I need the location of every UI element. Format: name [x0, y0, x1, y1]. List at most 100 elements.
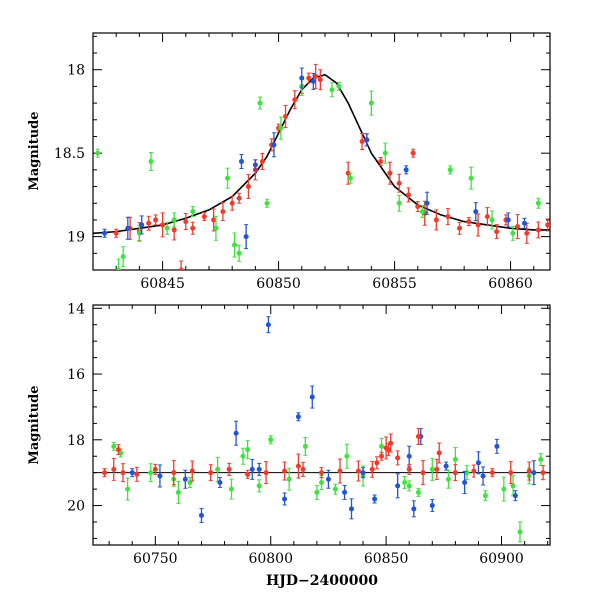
y-tick-label: 19 [67, 230, 85, 246]
model-curve-line [92, 73, 550, 235]
data-point [505, 217, 511, 223]
data-point [283, 113, 289, 119]
bottom-data-points [102, 316, 546, 543]
data-point [125, 486, 131, 492]
data-point [420, 470, 426, 476]
data-point [415, 204, 421, 210]
data-point [148, 159, 154, 165]
data-point [317, 77, 323, 83]
data-point [382, 150, 388, 156]
data-point [300, 466, 306, 472]
data-point [136, 230, 142, 236]
data-point [217, 480, 223, 486]
data-point [189, 468, 195, 474]
data-point [445, 214, 451, 220]
data-point [211, 217, 217, 223]
data-point [238, 159, 244, 165]
data-point [475, 460, 481, 466]
data-point [310, 78, 316, 84]
data-point [494, 229, 500, 235]
data-point [359, 138, 365, 144]
y-tick-label: 16 [67, 367, 85, 383]
data-point [208, 470, 214, 476]
data-point [213, 225, 219, 231]
data-point [329, 87, 335, 93]
data-point [535, 200, 541, 206]
data-point [489, 470, 495, 476]
data-point [406, 466, 412, 472]
data-point [226, 466, 232, 472]
data-point [232, 242, 238, 248]
data-point [368, 100, 374, 106]
x-tick-label: 60900 [479, 551, 524, 567]
data-point [264, 200, 270, 206]
data-point [278, 125, 284, 131]
data-point [299, 75, 305, 81]
data-point [139, 222, 145, 228]
data-point [406, 483, 412, 489]
data-point [379, 453, 385, 459]
data-point [245, 447, 251, 453]
data-point [512, 493, 518, 499]
data-point [411, 506, 417, 512]
data-point [510, 483, 516, 489]
data-point [538, 457, 544, 463]
data-point [480, 473, 486, 479]
data-point [403, 167, 409, 173]
data-point [462, 480, 468, 486]
data-point [405, 192, 411, 198]
data-point [369, 466, 375, 472]
data-point [113, 230, 119, 236]
data-point [111, 443, 117, 449]
data-point [325, 476, 331, 482]
data-point [271, 142, 277, 148]
data-point [336, 83, 342, 89]
data-point [120, 470, 126, 476]
data-point [360, 470, 366, 476]
data-point [134, 471, 140, 477]
data-point [385, 447, 391, 453]
bottom-panel: 60750 60800 60850 60900 14 16 18 20 Magnitude [27, 301, 551, 567]
data-point [306, 75, 312, 81]
data-point [268, 437, 274, 443]
data-point [183, 219, 189, 225]
data-point [175, 489, 181, 495]
data-point [489, 217, 495, 223]
data-point [424, 200, 430, 206]
data-point [95, 150, 101, 156]
data-point [535, 227, 541, 233]
data-point [466, 219, 472, 225]
data-point [521, 220, 527, 226]
data-point [146, 220, 152, 226]
data-point [120, 254, 126, 260]
data-point [125, 225, 131, 231]
data-point [286, 476, 292, 482]
x-tick-label: 60850 [364, 551, 409, 567]
data-point [379, 443, 385, 449]
data-point [243, 234, 249, 240]
data-point [349, 506, 355, 512]
data-point [517, 529, 523, 535]
data-point [429, 503, 435, 509]
top-data-points [95, 63, 550, 270]
data-point [265, 322, 271, 328]
data-point [395, 483, 401, 489]
data-point [443, 463, 449, 469]
data-point [102, 230, 108, 236]
data-point [545, 222, 550, 228]
data-point [263, 470, 269, 476]
data-point [526, 468, 532, 474]
data-point [396, 180, 402, 186]
bottom-y-tick-labels: 14 16 18 20 [67, 301, 85, 514]
data-point [153, 217, 159, 223]
data-point [295, 463, 301, 469]
data-point [445, 476, 451, 482]
data-point [433, 217, 439, 223]
data-point [347, 175, 353, 181]
data-point [236, 195, 242, 201]
data-point [540, 470, 546, 476]
data-point [319, 480, 324, 486]
data-point [364, 137, 370, 143]
data-point [396, 200, 402, 206]
